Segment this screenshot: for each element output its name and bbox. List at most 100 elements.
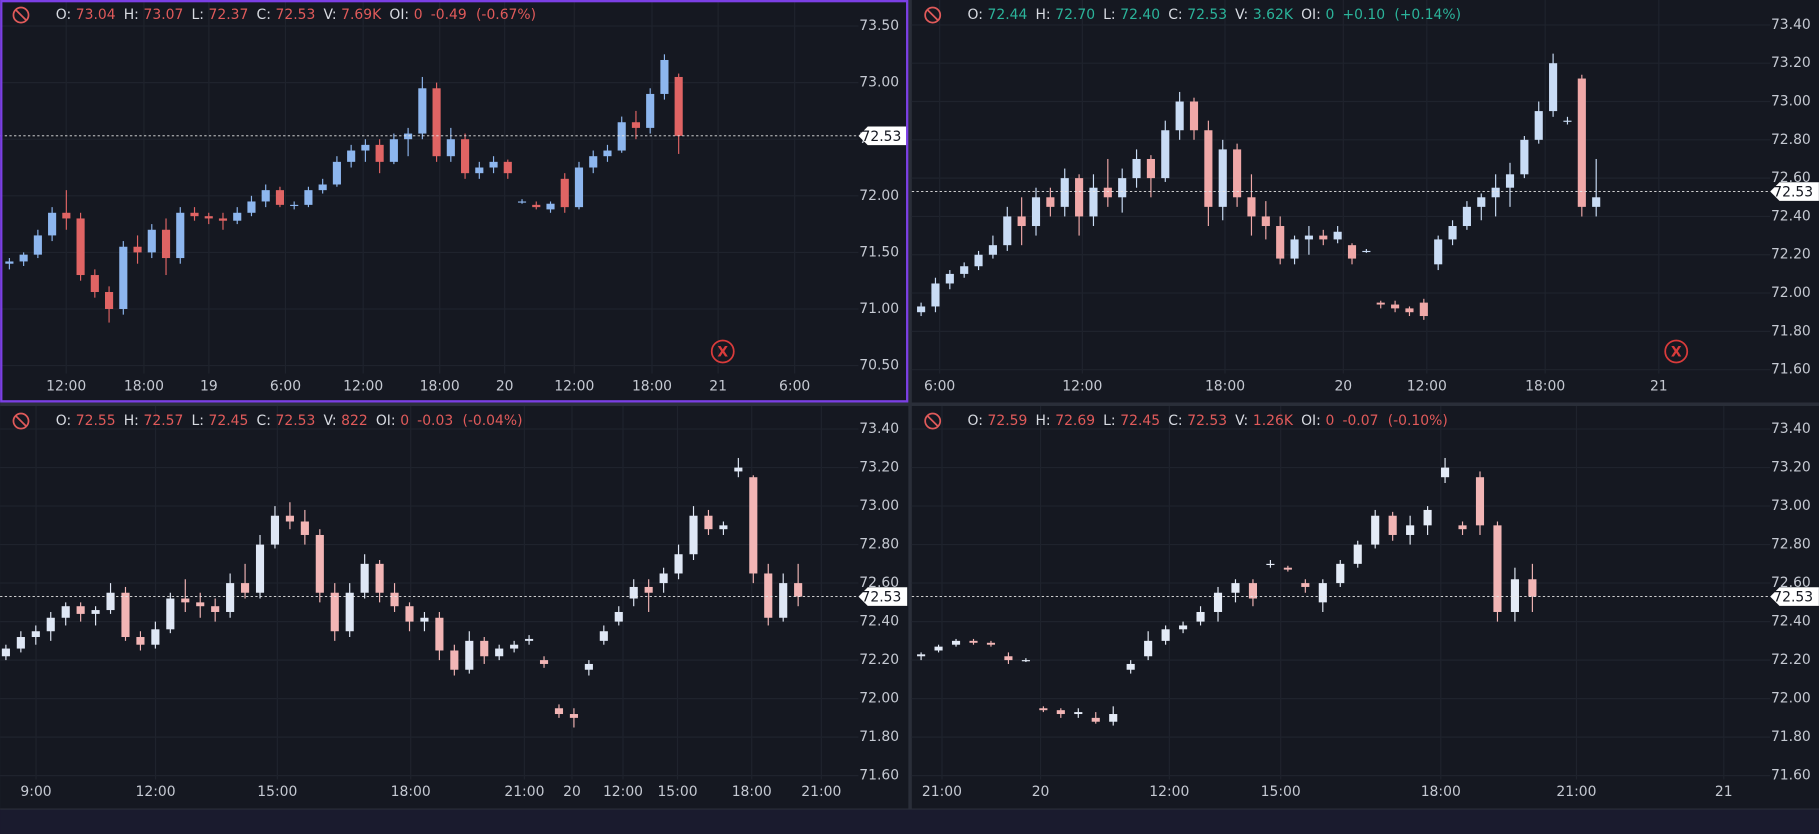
candle-body — [917, 306, 926, 313]
candle-body — [1103, 187, 1112, 198]
candle-body — [1441, 467, 1450, 478]
header-label: O: — [967, 7, 982, 23]
y-tick-label: 71.00 — [859, 301, 899, 317]
candle-body — [446, 139, 455, 157]
y-tick-label: 73.40 — [1771, 17, 1811, 33]
x-tick-label: 12:00 — [1149, 784, 1189, 800]
x-tick-label: 12:00 — [603, 784, 643, 800]
no-entry-icon[interactable] — [924, 6, 942, 24]
header-label: H: — [1035, 413, 1050, 429]
candle-body — [1376, 302, 1385, 305]
y-tick-label: 72.00 — [859, 691, 899, 707]
header-label: OI: — [1301, 413, 1321, 429]
candle-body — [226, 583, 235, 612]
no-entry-icon[interactable] — [12, 412, 30, 430]
candle-body — [1283, 567, 1292, 570]
candle-body — [960, 266, 969, 274]
candle-body — [1406, 525, 1415, 535]
x-tick-label: 12:00 — [343, 378, 383, 394]
candle-body — [1060, 178, 1069, 207]
header-change: -0.03 — [417, 413, 453, 429]
candle-body — [1353, 544, 1362, 564]
candle-body — [435, 617, 444, 651]
candle-body — [450, 650, 459, 670]
candle-body — [1371, 515, 1380, 545]
cancel-button[interactable]: X — [710, 339, 735, 364]
header-label: H: — [124, 413, 139, 429]
candle-body — [1132, 158, 1141, 179]
candle-body — [599, 631, 608, 641]
candle-body — [986, 642, 996, 645]
header-label: H: — [1035, 7, 1050, 23]
candle-body — [1475, 477, 1485, 526]
no-entry-icon[interactable] — [924, 412, 942, 430]
candle-body — [1021, 660, 1030, 662]
header-label: C: — [256, 413, 270, 429]
candle-body — [181, 598, 190, 603]
candle-body — [1075, 178, 1084, 217]
header-change: -0.07 — [1342, 413, 1378, 429]
candle-body — [1031, 197, 1041, 227]
no-entry-icon[interactable] — [12, 6, 30, 24]
x-tick-label: 18:00 — [1205, 378, 1245, 394]
candle-body — [574, 167, 584, 208]
header-value: 0 — [1325, 7, 1334, 23]
candle-body — [617, 122, 626, 151]
candle-body — [133, 246, 142, 253]
header-change-pct: (+0.14%) — [1394, 7, 1461, 23]
icon-circle — [924, 412, 942, 430]
header-value: 72.69 — [1055, 413, 1095, 429]
candle-body — [1276, 226, 1285, 259]
candle-body — [1233, 149, 1242, 198]
candle-body — [1434, 239, 1443, 265]
candle-body — [76, 606, 85, 614]
cancel-label: X — [1671, 345, 1682, 361]
candle-body — [196, 602, 205, 607]
candle-body — [917, 654, 926, 657]
candle-body — [951, 640, 961, 645]
candle-body — [1549, 63, 1558, 112]
candle-body — [779, 583, 788, 618]
candle-body — [1319, 235, 1328, 240]
candle-body — [1, 648, 10, 657]
active-border — [0, 0, 909, 403]
cancel-button[interactable]: X — [1664, 339, 1689, 364]
x-tick-label: 18:00 — [632, 378, 672, 394]
x-tick-label: 15:00 — [1261, 784, 1301, 800]
header-label: L: — [1103, 413, 1115, 429]
candle-body — [489, 161, 498, 168]
candle-body — [330, 592, 339, 632]
y-tick-label: 71.80 — [1771, 729, 1811, 745]
candle-body — [660, 59, 669, 94]
header-value: 72.53 — [276, 7, 316, 23]
candle-body — [76, 218, 85, 276]
candle-body — [33, 235, 42, 255]
x-tick-label: 6:00 — [779, 378, 810, 394]
header-value: 1.26K — [1253, 413, 1294, 429]
icon-slash — [15, 9, 27, 21]
y-tick-label: 72.80 — [1771, 537, 1811, 553]
header-value: 73.04 — [76, 7, 116, 23]
candle-body — [300, 521, 309, 535]
candle-body — [46, 617, 55, 632]
x-tick-label: 21 — [1715, 784, 1733, 800]
candle-body — [1144, 640, 1153, 657]
header-value: 72.57 — [144, 413, 184, 429]
candle-body — [546, 203, 555, 210]
header-change: +0.10 — [1342, 7, 1385, 23]
candle-body — [1510, 579, 1519, 612]
candle-body — [689, 515, 698, 555]
y-tick-label: 72.80 — [859, 537, 899, 553]
candle-body — [969, 640, 978, 643]
candle-body — [1290, 239, 1299, 259]
candle-body — [1458, 525, 1467, 530]
x-tick-label: 12:00 — [1407, 378, 1447, 394]
x-tick-label: 18:00 — [732, 784, 772, 800]
y-tick-label: 72.60 — [1771, 575, 1811, 591]
candle-body — [1204, 130, 1213, 207]
header-change: -0.49 — [431, 7, 467, 23]
candle-body — [91, 610, 100, 614]
panel-background — [911, 405, 1819, 809]
candle-body — [290, 204, 299, 207]
